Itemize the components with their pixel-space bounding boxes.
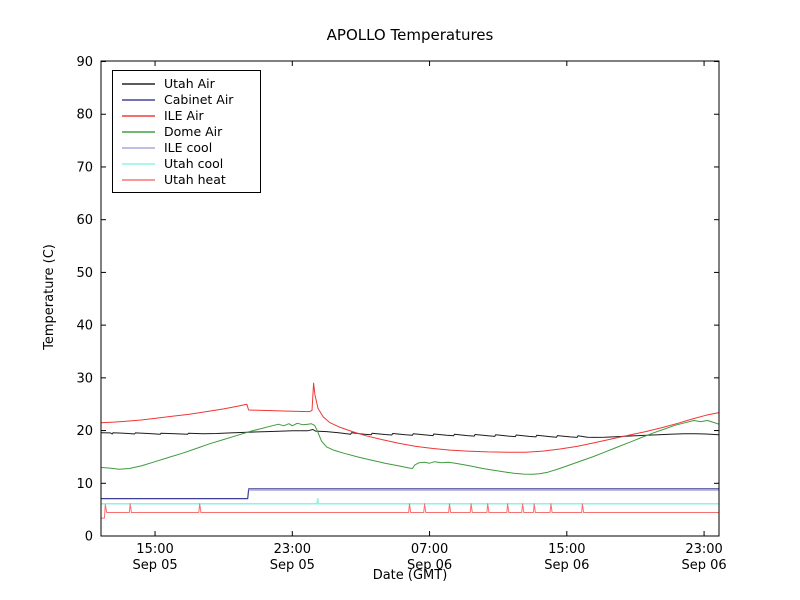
x-tick-label-time: 23:00 bbox=[274, 542, 311, 557]
y-tick-label: 50 bbox=[76, 266, 93, 281]
legend-line-swatch bbox=[122, 131, 155, 133]
y-axis-label: Temperature (C) bbox=[42, 244, 57, 350]
legend-line-swatch bbox=[122, 163, 155, 165]
series-line-cabinet-air bbox=[101, 488, 719, 500]
legend-label: Dome Air bbox=[164, 124, 223, 139]
legend-line-swatch bbox=[122, 179, 155, 181]
x-tick-label-date: Sep 06 bbox=[681, 558, 726, 573]
series-line-dome-air bbox=[100, 420, 720, 475]
series-line-utah-heat bbox=[101, 503, 719, 519]
y-tick-label: 80 bbox=[76, 108, 93, 123]
x-axis-label: Date (GMT) bbox=[372, 568, 448, 583]
legend-line-swatch bbox=[122, 83, 155, 85]
legend-label: Utah cool bbox=[164, 156, 224, 171]
legend-label: Cabinet Air bbox=[164, 92, 234, 107]
legend-item-utah-heat: Utah heat bbox=[113, 172, 260, 188]
y-tick-label: 70 bbox=[76, 160, 93, 175]
legend-item-utah-cool: Utah cool bbox=[113, 156, 260, 172]
y-tick-label: 20 bbox=[76, 424, 93, 439]
y-tick-label: 30 bbox=[76, 371, 93, 386]
legend-item-ile-cool: ILE cool bbox=[113, 140, 260, 156]
series-line-utah-cool bbox=[101, 498, 719, 505]
series-line-ile-air bbox=[100, 382, 720, 453]
y-tick-label: 10 bbox=[76, 477, 93, 492]
axes-frame bbox=[100, 60, 720, 537]
legend-item-ile-air: ILE Air bbox=[113, 108, 260, 124]
chart-title: APOLLO Temperatures bbox=[326, 26, 494, 44]
x-tick-label-time: 23:00 bbox=[685, 542, 722, 557]
x-tick-label-date: Sep 06 bbox=[544, 558, 589, 573]
legend-line-swatch bbox=[122, 147, 155, 149]
x-tick-label-date: Sep 05 bbox=[270, 558, 315, 573]
x-tick-label-time: 15:00 bbox=[548, 542, 585, 557]
x-tick-label-time: 07:00 bbox=[411, 542, 448, 557]
legend-item-dome-air: Dome Air bbox=[113, 124, 260, 140]
x-tick-label-time: 15:00 bbox=[136, 542, 173, 557]
legend-line-swatch bbox=[122, 99, 155, 101]
legend-item-utah-air: Utah Air bbox=[113, 76, 260, 92]
legend-item-cabinet-air: Cabinet Air bbox=[113, 92, 260, 108]
legend: Utah Air Cabinet Air ILE Air Dome Air ILE co… bbox=[112, 70, 261, 193]
x-tick-label-date: Sep 06 bbox=[407, 558, 452, 573]
legend-label: ILE cool bbox=[164, 140, 213, 155]
legend-label: Utah Air bbox=[164, 76, 215, 91]
y-tick-label: 40 bbox=[76, 319, 93, 334]
legend-label: ILE Air bbox=[164, 108, 204, 123]
legend-line-swatch bbox=[122, 115, 155, 117]
y-tick-label: 60 bbox=[76, 213, 93, 228]
y-tick-label: 90 bbox=[76, 55, 93, 70]
legend-label: Utah heat bbox=[164, 172, 226, 187]
x-tick-label-date: Sep 05 bbox=[132, 558, 177, 573]
series-line-utah-air bbox=[100, 429, 720, 438]
y-tick-label: 0 bbox=[85, 530, 93, 545]
